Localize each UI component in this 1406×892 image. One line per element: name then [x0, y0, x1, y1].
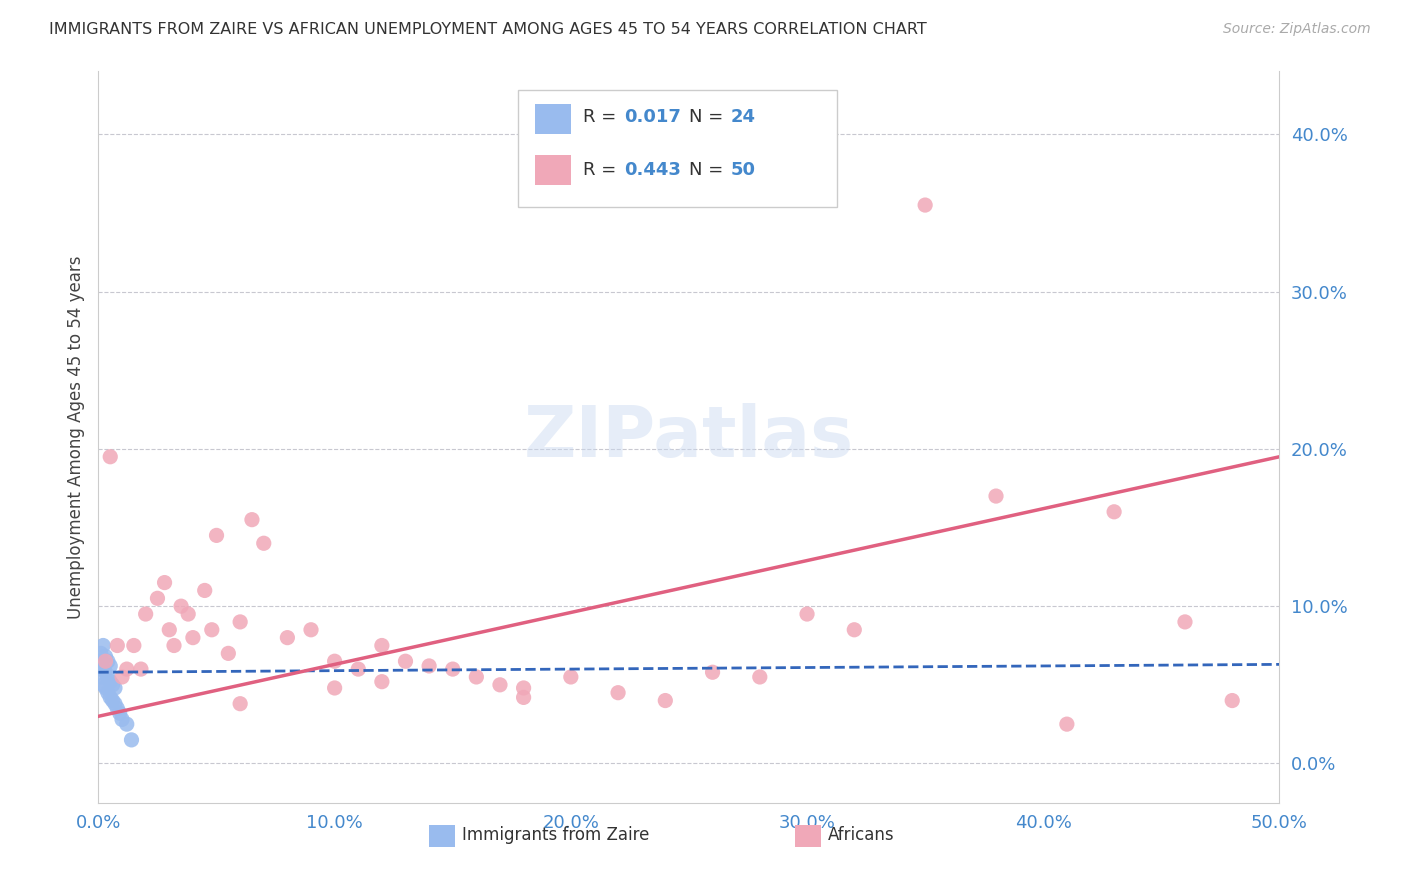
Point [441, 662, 464, 676]
Point [115, 717, 138, 731]
Point [97, 654, 120, 668]
Point [394, 654, 416, 668]
Point [163, 639, 186, 653]
Text: Immigrants from Zaire: Immigrants from Zaire [463, 826, 650, 844]
Point [90, 646, 112, 660]
Point [489, 678, 512, 692]
Point [153, 575, 176, 590]
Point [90, 654, 112, 668]
Point [1102, 505, 1125, 519]
Point [98, 450, 121, 464]
Point [299, 623, 322, 637]
Point [607, 686, 630, 700]
Point [98, 690, 121, 705]
Text: 0.017: 0.017 [624, 109, 681, 127]
Text: R =: R = [582, 161, 621, 179]
Point [702, 665, 724, 680]
Point [276, 631, 298, 645]
Point [796, 607, 818, 621]
Text: N =: N = [689, 109, 728, 127]
Point [97, 686, 120, 700]
Point [135, 607, 157, 621]
Point [94, 649, 117, 664]
Point [984, 489, 1007, 503]
Point [465, 670, 488, 684]
Point [104, 697, 127, 711]
Point [205, 528, 228, 542]
Point [111, 713, 134, 727]
Point [90, 670, 112, 684]
Point [347, 662, 370, 676]
Point [170, 599, 193, 614]
Point [91, 639, 114, 653]
Point [240, 513, 263, 527]
Text: 24: 24 [730, 109, 755, 127]
Point [91, 678, 114, 692]
Point [98, 659, 121, 673]
Point [229, 697, 252, 711]
Point [97, 670, 120, 684]
Point [94, 665, 117, 680]
Point [748, 670, 770, 684]
Point [157, 623, 180, 637]
Text: 0.443: 0.443 [624, 161, 681, 179]
FancyBboxPatch shape [517, 90, 837, 207]
Point [217, 646, 239, 660]
Bar [536, 104, 571, 134]
Point [914, 198, 936, 212]
Point [1220, 693, 1243, 707]
Point [229, 615, 252, 629]
Point [146, 591, 169, 606]
Point [94, 654, 117, 668]
Point [201, 623, 224, 637]
Point [323, 654, 346, 668]
Point [1056, 717, 1078, 731]
Text: Africans: Africans [828, 826, 896, 844]
Text: 50: 50 [730, 161, 755, 179]
Point [1174, 615, 1197, 629]
Text: ZIPatlas: ZIPatlas [524, 402, 853, 472]
Text: Source: ZipAtlas.com: Source: ZipAtlas.com [1223, 22, 1371, 37]
Point [253, 536, 276, 550]
Point [371, 639, 394, 653]
Point [101, 678, 124, 692]
Point [104, 681, 127, 695]
Point [94, 681, 117, 695]
Point [181, 631, 204, 645]
Point [105, 701, 128, 715]
Point [418, 659, 440, 673]
Bar [429, 825, 456, 847]
Y-axis label: Unemployment Among Ages 45 to 54 years: Unemployment Among Ages 45 to 54 years [66, 255, 84, 619]
Text: N =: N = [689, 161, 728, 179]
Point [121, 732, 143, 747]
Text: R =: R = [582, 109, 621, 127]
Point [122, 639, 145, 653]
Point [91, 662, 114, 676]
Point [115, 662, 138, 676]
Point [108, 706, 131, 720]
Point [371, 674, 394, 689]
Point [177, 607, 200, 621]
Bar [796, 825, 821, 847]
Point [111, 670, 134, 684]
Point [101, 693, 124, 707]
Point [194, 583, 217, 598]
Point [105, 639, 128, 653]
Point [129, 662, 152, 676]
Point [323, 681, 346, 695]
Text: IMMIGRANTS FROM ZAIRE VS AFRICAN UNEMPLOYMENT AMONG AGES 45 TO 54 YEARS CORRELAT: IMMIGRANTS FROM ZAIRE VS AFRICAN UNEMPLO… [49, 22, 927, 37]
Point [560, 670, 582, 684]
Point [844, 623, 866, 637]
Bar [536, 155, 571, 185]
Point [98, 674, 121, 689]
Point [512, 681, 534, 695]
Point [654, 693, 676, 707]
Point [512, 690, 534, 705]
